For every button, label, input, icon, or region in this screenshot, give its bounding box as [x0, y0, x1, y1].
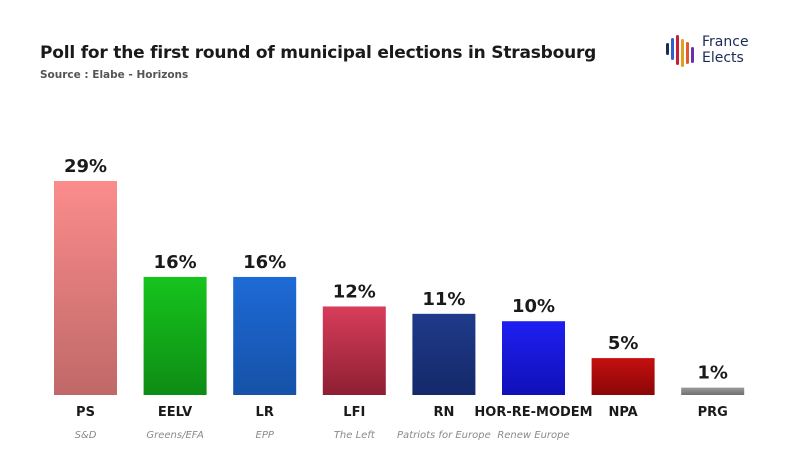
- category-label: LFI: [343, 405, 365, 420]
- category-label: RN: [433, 405, 454, 420]
- category-label: PRG: [698, 405, 728, 420]
- eu-group-label: Patriots for Europe: [397, 430, 491, 441]
- category-label: PS: [76, 405, 95, 420]
- france-elects-logo-icon: [666, 35, 694, 67]
- bar-ps: [54, 181, 117, 395]
- eu-group-label: Renew Europe: [497, 430, 569, 441]
- value-label: 16%: [243, 252, 286, 273]
- bar-lfi: [322, 306, 386, 395]
- value-label: 29%: [64, 156, 107, 177]
- eu-group-label: The Left: [334, 430, 376, 441]
- category-label: NPA: [608, 405, 637, 420]
- eu-group-label: EPP: [256, 430, 275, 441]
- value-label: 5%: [608, 333, 639, 354]
- eu-group-label: Greens/EFA: [146, 430, 204, 441]
- value-label: 10%: [512, 296, 555, 317]
- eu-group-label: S&D: [75, 430, 97, 441]
- bar-rn: [412, 313, 476, 395]
- bar-lr: [233, 276, 297, 395]
- value-label: 11%: [422, 289, 465, 310]
- category-label: LR: [256, 405, 274, 420]
- bar-prg: [681, 387, 745, 395]
- logo-text-line2: Elects: [702, 50, 744, 66]
- bar-hor-re-modem: [502, 321, 565, 395]
- category-label: EELV: [158, 405, 192, 420]
- chart-source: Source : Elabe - Horizons: [40, 69, 189, 81]
- france-elects-logo: France Elects: [664, 33, 774, 75]
- bar-eelv: [143, 276, 207, 395]
- logo-text-line1: France: [702, 34, 749, 50]
- chart-title: Poll for the first round of municipal el…: [40, 43, 597, 63]
- value-label: 1%: [697, 363, 728, 384]
- value-label: 12%: [333, 281, 376, 302]
- bar-npa: [591, 358, 655, 395]
- value-label: 16%: [154, 252, 197, 273]
- category-label: HOR-RE-MODEM: [474, 405, 592, 420]
